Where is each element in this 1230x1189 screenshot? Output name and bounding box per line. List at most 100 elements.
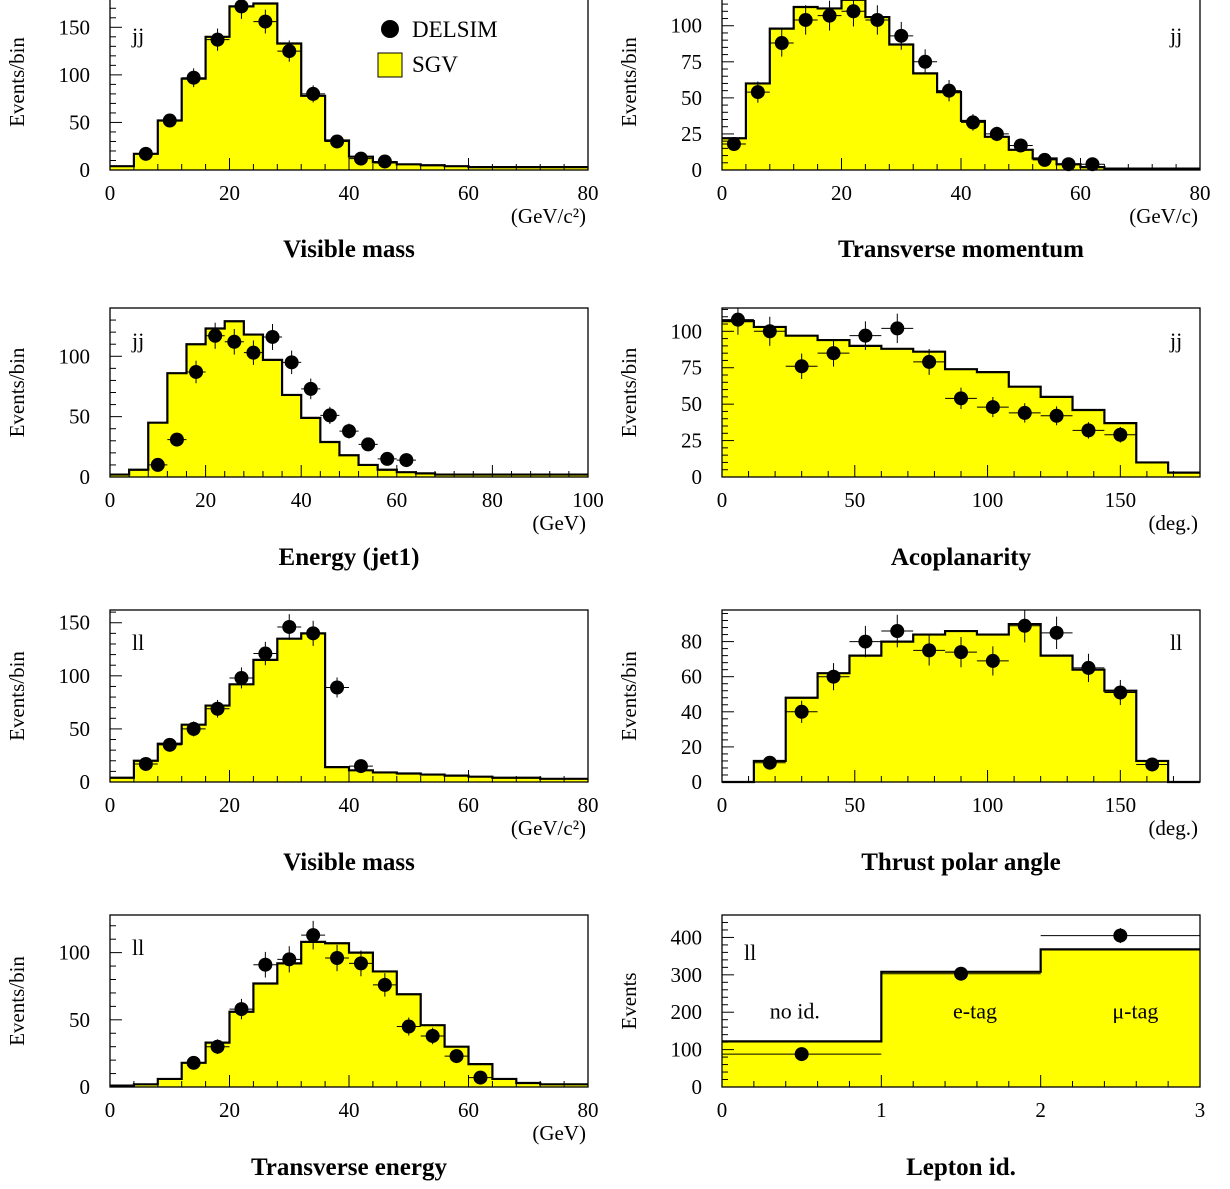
marker bbox=[922, 643, 937, 658]
x-tick-label: 100 bbox=[972, 488, 1004, 512]
channel-tag: ll bbox=[1170, 630, 1182, 655]
chart-panel-4: 0 50 100 150 0 25 50 75 100 Events/bin (deg.) Acopl… bbox=[617, 307, 1201, 571]
category-label: μ-tag bbox=[1112, 998, 1158, 1023]
delsim-point bbox=[253, 951, 278, 978]
chart-title: Energy (jet1) bbox=[279, 544, 420, 571]
y-tick-label: 100 bbox=[671, 1038, 703, 1062]
y-tick-label: 300 bbox=[671, 963, 703, 987]
marker bbox=[1013, 138, 1028, 153]
marker bbox=[303, 381, 318, 396]
x-tick-label: 60 bbox=[458, 181, 479, 205]
y-tick-label: 0 bbox=[692, 770, 703, 794]
delsim-point bbox=[849, 625, 882, 658]
marker bbox=[399, 453, 414, 468]
x-tick-label: 80 bbox=[578, 181, 599, 205]
delsim-point bbox=[277, 40, 302, 62]
legend-label-delsim: DELSIM bbox=[412, 17, 498, 42]
marker bbox=[210, 32, 225, 47]
delsim-point bbox=[205, 28, 230, 51]
y-axis-label: Events/bin bbox=[617, 347, 641, 437]
y-tick-label: 75 bbox=[681, 356, 702, 380]
y-tick-label: 150 bbox=[59, 611, 91, 635]
x-tick-label: 0 bbox=[717, 488, 728, 512]
marker bbox=[258, 957, 273, 972]
delsim-point bbox=[205, 322, 225, 349]
y-tick-label: 25 bbox=[681, 429, 702, 453]
plot-frame bbox=[721, 914, 1201, 1088]
x-tick-label: 60 bbox=[458, 1098, 479, 1122]
channel-tag: ll bbox=[132, 630, 144, 655]
chart-panel-3: 0 20 40 60 80 100 0 50 100 Events/bin (GeV) Energy … bbox=[5, 307, 604, 571]
x-tick-label: 100 bbox=[972, 793, 1004, 817]
channel-tag: ll bbox=[744, 940, 756, 965]
legend: DELSIM SGV bbox=[377, 17, 498, 78]
marker bbox=[208, 328, 223, 343]
y-tick-label: 40 bbox=[681, 700, 702, 724]
delsim-point bbox=[205, 1039, 230, 1055]
delsim-point bbox=[444, 1049, 469, 1064]
marker bbox=[449, 1049, 464, 1064]
sgv-histogram-line bbox=[110, 632, 588, 780]
x-tick-label: 150 bbox=[1105, 793, 1137, 817]
marker bbox=[162, 737, 177, 752]
sgv-histogram-fill bbox=[110, 3, 588, 170]
marker bbox=[380, 451, 395, 466]
marker bbox=[750, 85, 765, 100]
chart-panel-6: 0 50 100 150 0 20 40 60 80 Events/bin (deg.) Thrust… bbox=[617, 609, 1201, 876]
y-axis-label: Events/bin bbox=[617, 37, 641, 127]
marker bbox=[1049, 625, 1064, 640]
delsim-point bbox=[913, 348, 946, 375]
marker bbox=[1113, 928, 1128, 943]
delsim-point bbox=[148, 457, 168, 472]
marker bbox=[246, 345, 261, 360]
delsim-point bbox=[349, 950, 373, 977]
channel-tag: jj bbox=[1169, 23, 1182, 48]
marker bbox=[918, 54, 933, 69]
delsim-point bbox=[889, 21, 914, 50]
marker bbox=[794, 359, 809, 374]
sgv-histogram-fill bbox=[110, 321, 588, 477]
delsim-point bbox=[961, 114, 985, 131]
marker bbox=[1049, 408, 1064, 423]
delsim-point bbox=[976, 646, 1009, 676]
y-tick-label: 100 bbox=[671, 14, 703, 38]
delsim-point bbox=[186, 360, 206, 384]
delsim-point bbox=[913, 635, 946, 666]
x-tick-label: 40 bbox=[339, 181, 360, 205]
delsim-point bbox=[753, 755, 786, 770]
chart-title: Acoplanarity bbox=[891, 544, 1032, 571]
x-tick-label: 80 bbox=[578, 793, 599, 817]
delsim-point bbox=[1072, 422, 1105, 439]
delsim-point bbox=[1080, 157, 1105, 172]
y-axis-label: Events/bin bbox=[5, 651, 29, 741]
chart-title: Transverse energy bbox=[251, 1154, 448, 1181]
delsim-point bbox=[881, 966, 1041, 981]
marker bbox=[401, 1019, 416, 1034]
y-tick-label: 75 bbox=[681, 50, 702, 74]
x-tick-label: 100 bbox=[572, 488, 604, 512]
marker bbox=[1037, 152, 1052, 167]
marker bbox=[210, 1039, 225, 1054]
delsim-point bbox=[976, 396, 1009, 418]
y-tick-label: 0 bbox=[80, 158, 91, 182]
y-tick-label: 0 bbox=[692, 1075, 703, 1099]
marker bbox=[361, 437, 376, 452]
x-unit-label: (GeV) bbox=[532, 511, 586, 535]
marker bbox=[186, 1055, 201, 1070]
marker bbox=[210, 701, 225, 716]
sgv-histogram-line bbox=[722, 320, 1200, 474]
x-tick-label: 0 bbox=[105, 793, 116, 817]
delsim-point bbox=[865, 5, 890, 35]
marker bbox=[138, 756, 153, 771]
delsim-point bbox=[167, 432, 187, 447]
x-tick-label: 0 bbox=[717, 793, 728, 817]
x-tick-label: 0 bbox=[105, 181, 116, 205]
delsim-point bbox=[793, 5, 818, 35]
delsim-point bbox=[817, 0, 842, 31]
chart-panel-8: 0 1 2 3 0 100 200 300 400 Events Lepton id. ll no id… bbox=[617, 914, 1205, 1181]
delsim-point bbox=[913, 49, 938, 75]
marker bbox=[798, 12, 813, 27]
delsim-point bbox=[1104, 426, 1137, 443]
delsim-point bbox=[301, 85, 326, 103]
